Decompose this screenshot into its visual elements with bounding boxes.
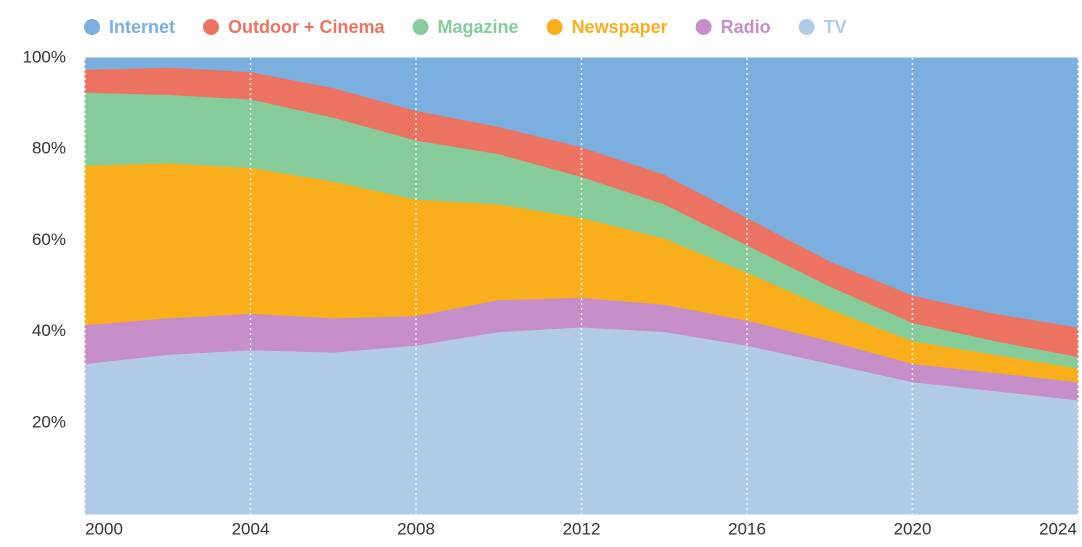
legend-label: Magazine	[438, 17, 519, 37]
x-tick-label: 2008	[397, 519, 435, 538]
legend-label: Newspaper	[572, 17, 668, 37]
legend-label: TV	[824, 17, 847, 37]
x-tick-label: 2020	[894, 519, 932, 538]
legend-marker	[695, 19, 712, 35]
x-tick-label: 2000	[85, 519, 123, 538]
y-tick-label: 20%	[32, 412, 66, 431]
legend-marker	[203, 19, 220, 35]
legend-label: Radio	[721, 17, 771, 37]
legend-marker	[412, 19, 429, 35]
legend-marker	[798, 19, 815, 35]
y-tick-label: 100%	[23, 47, 66, 66]
x-tick-label: 2004	[232, 519, 270, 538]
x-tick-label: 2012	[563, 519, 601, 538]
area	[84, 57, 1079, 328]
legend-label: Internet	[109, 17, 175, 37]
y-tick-label: 80%	[32, 139, 66, 158]
x-tick-label: 2024	[1039, 519, 1077, 538]
y-tick-label: 60%	[32, 230, 66, 249]
legend-marker	[546, 19, 563, 35]
legend-marker	[84, 19, 100, 35]
y-tick-label: 40%	[32, 321, 66, 340]
legend-label: Outdoor + Cinema	[228, 17, 386, 37]
x-tick-label: 2016	[728, 519, 766, 538]
